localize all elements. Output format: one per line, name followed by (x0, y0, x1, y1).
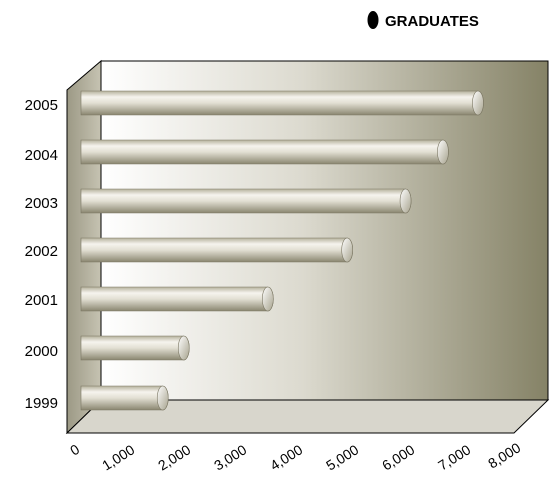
bar-2002 (80, 237, 353, 263)
legend-marker (367, 11, 379, 29)
bar-2004 (80, 139, 449, 165)
category-label-2001: 2001 (25, 292, 58, 309)
category-label-1999: 1999 (25, 395, 58, 412)
category-label-2004: 2004 (25, 147, 58, 164)
category-label-2000: 2000 (25, 343, 58, 360)
bar-2001 (80, 286, 274, 312)
x-tick-label-2000: 2,000 (155, 441, 193, 473)
bar-cap-2003 (399, 188, 412, 214)
x-axis-labels: 0 1,000 2,000 3,000 4,000 5,000 6,000 7,… (67, 439, 523, 473)
bar-1999 (80, 385, 169, 411)
x-tick-label-6000: 6,000 (379, 441, 417, 473)
x-tick-label-5000: 5,000 (323, 441, 361, 473)
bar-cap-1999 (156, 385, 169, 411)
category-label-2003: 2003 (25, 195, 58, 212)
x-tick-label-7000: 7,000 (435, 441, 473, 473)
x-tick-label-8000: 8,000 (485, 439, 523, 471)
bar-cap-2004 (437, 139, 449, 165)
x-tick-label-0: 0 (67, 441, 82, 459)
bar-cap-2002 (341, 237, 353, 263)
bar-cap-2001 (261, 286, 274, 312)
bar-2000 (80, 335, 190, 361)
bars-group (80, 90, 484, 411)
category-label-2005: 2005 (25, 97, 58, 114)
x-tick-label-4000: 4,000 (267, 441, 305, 473)
bar-2003 (80, 188, 412, 214)
category-label-2002: 2002 (25, 243, 58, 260)
legend: GRADUATES (367, 11, 479, 30)
bar-2005 (80, 90, 484, 116)
legend-label-graduates: GRADUATES (385, 13, 479, 30)
floor (65, 399, 550, 434)
bar-cap-2000 (177, 335, 190, 361)
y-axis-labels: 1999 2000 2001 2002 2003 2004 2005 (25, 97, 58, 412)
x-tick-label-1000: 1,000 (99, 441, 137, 473)
bar-cap-2005 (472, 90, 484, 116)
x-tick-label-3000: 3,000 (211, 441, 249, 473)
